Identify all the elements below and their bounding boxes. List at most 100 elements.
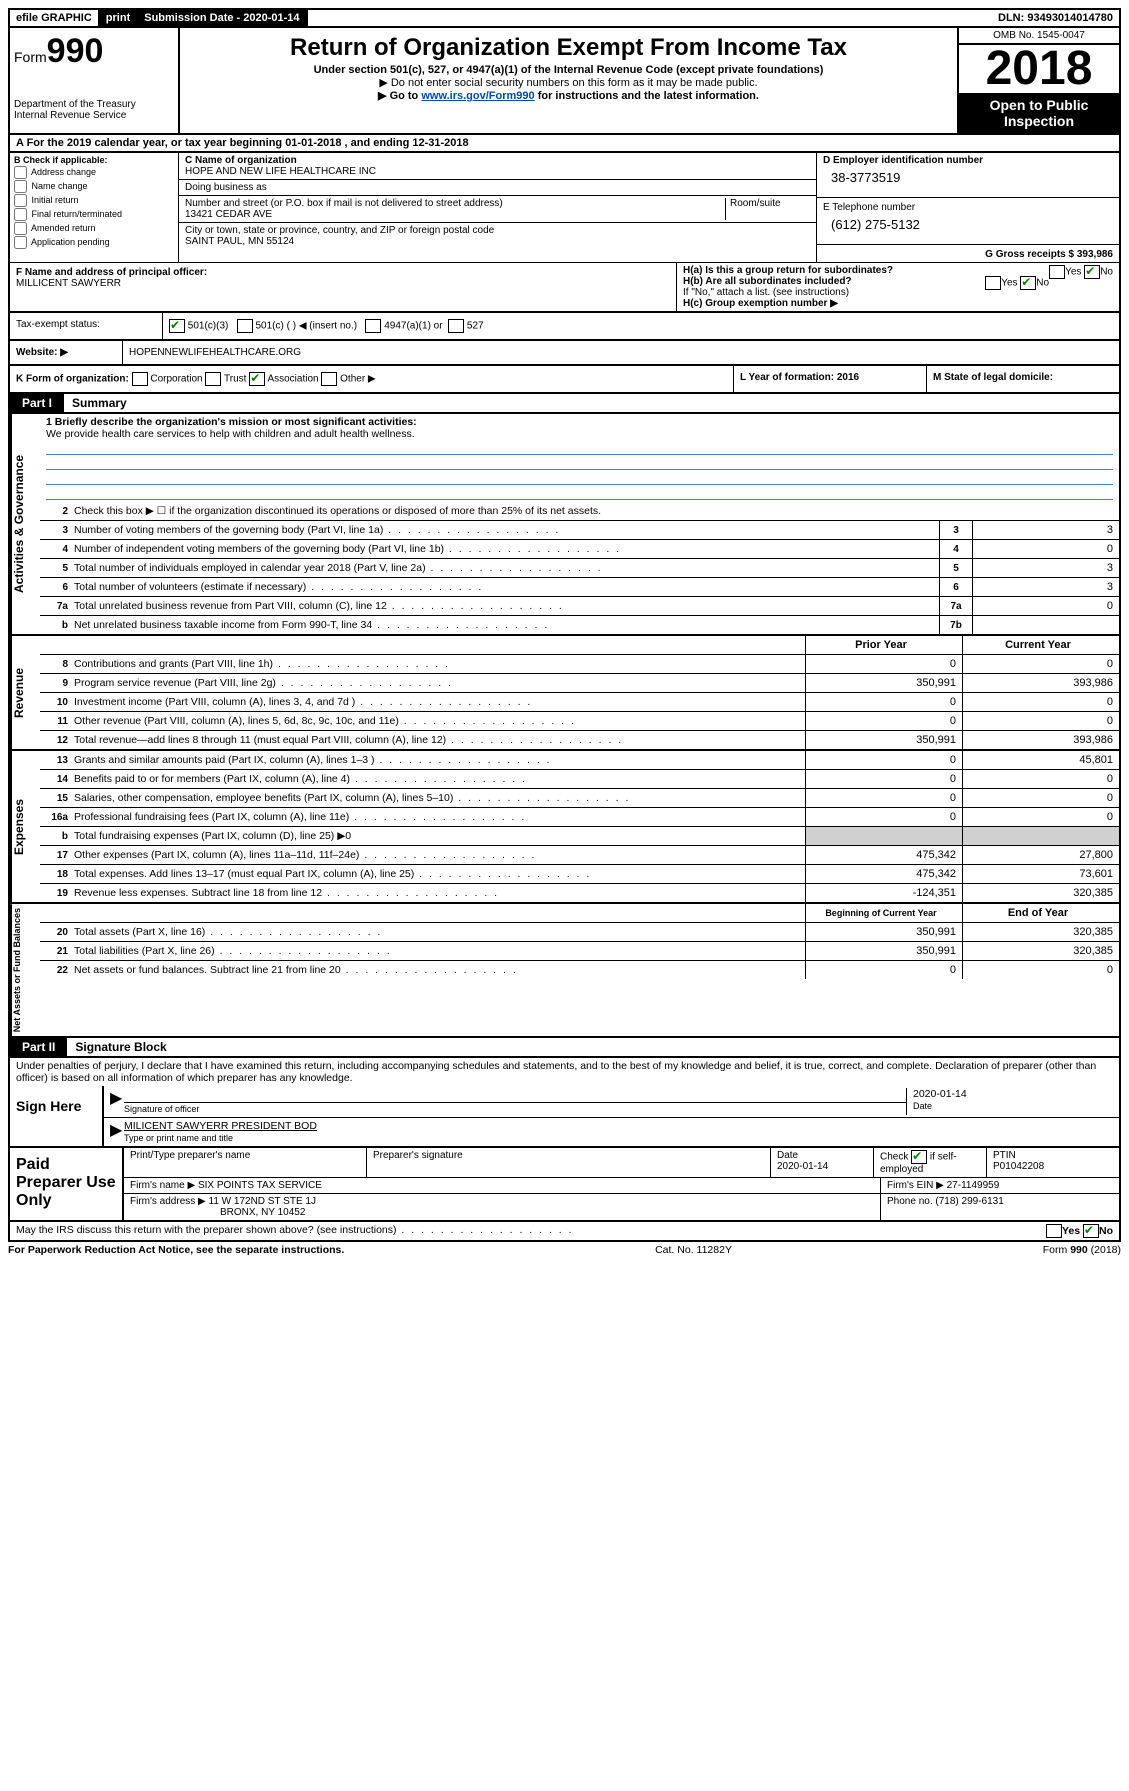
dba-cell: Doing business as — [179, 180, 816, 196]
vlabel-net: Net Assets or Fund Balances — [10, 904, 40, 1036]
ha-label: H(a) Is this a group return for subordin… — [683, 265, 893, 276]
hdr-beginning: Beginning of Current Year — [805, 904, 962, 922]
net-header-row: Beginning of Current Year End of Year — [40, 904, 1119, 923]
perjury-statement: Under penalties of perjury, I declare th… — [8, 1058, 1121, 1086]
instr-post: for instructions and the latest informat… — [535, 90, 759, 102]
sig-name-line: ▶ MILICENT SAWYERR PRESIDENT BOD Type or… — [104, 1118, 1119, 1146]
col-d-ein: D Employer identification number 38-3773… — [817, 153, 1119, 262]
dept-treasury: Department of the Treasury — [14, 99, 174, 110]
irs-link[interactable]: www.irs.gov/Form990 — [421, 90, 534, 102]
row-a-tax-year: A For the 2019 calendar year, or tax yea… — [8, 135, 1121, 153]
hdr-current-year: Current Year — [962, 636, 1119, 654]
e-label: E Telephone number — [823, 202, 915, 213]
table-row: 17Other expenses (Part IX, column (A), l… — [40, 846, 1119, 865]
cb-4947[interactable] — [365, 319, 381, 333]
form-title: Return of Organization Exempt From Incom… — [184, 34, 953, 62]
table-row: 8Contributions and grants (Part VIII, li… — [40, 655, 1119, 674]
paperwork-notice: For Paperwork Reduction Act Notice, see … — [8, 1244, 344, 1256]
prep-date: 2020-01-14 — [777, 1161, 828, 1172]
f-label: F Name and address of principal officer: — [16, 267, 207, 278]
preparer-header-row: Print/Type preparer's name Preparer's si… — [124, 1148, 1119, 1178]
print-button[interactable]: print — [100, 10, 138, 26]
cb-amended[interactable]: Amended return — [14, 222, 174, 235]
officer-name: MILLICENT SAWYERR — [16, 278, 121, 289]
j-label: Website: ▶ — [16, 347, 68, 358]
hb-yes[interactable] — [985, 276, 1001, 290]
cb-name-change[interactable]: Name change — [14, 180, 174, 193]
part2-header: Part II Signature Block — [8, 1038, 1121, 1058]
ein-value: 38-3773519 — [823, 166, 1113, 193]
form-prefix: Form — [14, 49, 47, 65]
cb-assoc[interactable] — [249, 372, 265, 386]
table-row: bTotal fundraising expenses (Part IX, co… — [40, 827, 1119, 846]
firm-addr-label: Firm's address ▶ — [130, 1196, 206, 1207]
cb-trust[interactable] — [205, 372, 221, 386]
q2-text: Check this box ▶ ☐ if the organization d… — [74, 503, 1119, 519]
hb-row: H(b) Are all subordinates included? Yes … — [683, 276, 1113, 287]
officer-group-row: F Name and address of principal officer:… — [8, 262, 1121, 313]
cb-final-return[interactable]: Final return/terminated — [14, 208, 174, 221]
net-body: Beginning of Current Year End of Year 20… — [40, 904, 1119, 1036]
h-cell: H(a) Is this a group return for subordin… — [677, 263, 1119, 311]
discuss-no[interactable] — [1083, 1224, 1099, 1238]
form-header: Form990 Department of the Treasury Inter… — [8, 28, 1121, 135]
ha-no[interactable] — [1084, 265, 1100, 279]
cb-self-employed[interactable] — [911, 1150, 927, 1164]
governance-body: 1 Briefly describe the organization's mi… — [40, 414, 1119, 634]
firm-ein: 27-1149959 — [947, 1180, 1000, 1191]
hb-no[interactable] — [1020, 276, 1036, 290]
hdr-prior-year: Prior Year — [805, 636, 962, 654]
cb-other[interactable] — [321, 372, 337, 386]
discuss-yes[interactable] — [1046, 1224, 1062, 1238]
cb-app-pending[interactable]: Application pending — [14, 236, 174, 249]
ha-row: H(a) Is this a group return for subordin… — [683, 265, 1113, 276]
website-row: Website: ▶ HOPENNEWLIFEHEALTHCARE.ORG — [8, 341, 1121, 366]
city-state-zip: SAINT PAUL, MN 55124 — [185, 236, 294, 247]
section-governance: Activities & Governance 1 Briefly descri… — [8, 414, 1121, 636]
form-subtitle: Under section 501(c), 527, or 4947(a)(1)… — [184, 64, 953, 76]
vlabel-expenses: Expenses — [10, 751, 40, 902]
sig-officer-label: Signature of officer — [124, 1104, 199, 1114]
header-right: OMB No. 1545-0047 2018 Open to Public In… — [957, 28, 1119, 133]
submission-date-label: Submission Date - 2020-01-14 — [138, 10, 307, 26]
firm-phone-label: Phone no. — [887, 1196, 933, 1207]
table-row: 9Program service revenue (Part VIII, lin… — [40, 674, 1119, 693]
firm-phone: (718) 299-6131 — [935, 1196, 1003, 1207]
table-row: 20Total assets (Part X, line 16)350,9913… — [40, 923, 1119, 942]
addr-label: Number and street (or P.O. box if mail i… — [185, 198, 503, 209]
line-2: 2 Check this box ▶ ☐ if the organization… — [40, 502, 1119, 521]
i-label: Tax-exempt status: — [10, 313, 163, 339]
table-row: 21Total liabilities (Part X, line 26)350… — [40, 942, 1119, 961]
cb-initial-return[interactable]: Initial return — [14, 194, 174, 207]
city-label: City or town, state or province, country… — [185, 225, 494, 236]
cb-501c[interactable] — [237, 319, 253, 333]
form-org-row: K Form of organization: Corporation Trus… — [8, 366, 1121, 394]
cb-corp[interactable] — [132, 372, 148, 386]
website-value: HOPENNEWLIFEHEALTHCARE.ORG — [123, 341, 1119, 364]
part2-tab: Part II — [10, 1038, 67, 1056]
part2-title: Signature Block — [67, 1038, 174, 1056]
k-cell: K Form of organization: Corporation Trus… — [10, 366, 733, 392]
ha-yes[interactable] — [1049, 265, 1065, 279]
instr-ssn: ▶ Do not enter social security numbers o… — [184, 76, 953, 89]
cb-address-change[interactable]: Address change — [14, 166, 174, 179]
vlabel-revenue: Revenue — [10, 636, 40, 749]
signature-block: Sign Here ▶ Signature of officer 2020-01… — [8, 1086, 1121, 1148]
tax-year: 2018 — [959, 45, 1119, 93]
table-row: 22Net assets or fund balances. Subtract … — [40, 961, 1119, 979]
cb-501c3[interactable] — [169, 319, 185, 333]
cat-no: Cat. No. 11282Y — [655, 1244, 732, 1256]
status-options: 501(c)(3) 501(c) ( ) ◀ (insert no.) 4947… — [163, 313, 1119, 339]
part1-tab: Part I — [10, 394, 64, 412]
k-label: K Form of organization: — [16, 374, 129, 385]
cb-527[interactable] — [448, 319, 464, 333]
ptin-value: P01042208 — [993, 1161, 1044, 1172]
irs-label: Internal Revenue Service — [14, 110, 174, 121]
header-left: Form990 Department of the Treasury Inter… — [10, 28, 180, 133]
room-label: Room/suite — [725, 198, 810, 220]
table-row: 6Total number of volunteers (estimate if… — [40, 578, 1119, 597]
sign-here-label: Sign Here — [10, 1086, 104, 1146]
gross-receipts: G Gross receipts $ 393,986 — [985, 249, 1113, 260]
col-c-org: C Name of organization HOPE AND NEW LIFE… — [179, 153, 817, 262]
date-label: Date — [913, 1101, 932, 1111]
